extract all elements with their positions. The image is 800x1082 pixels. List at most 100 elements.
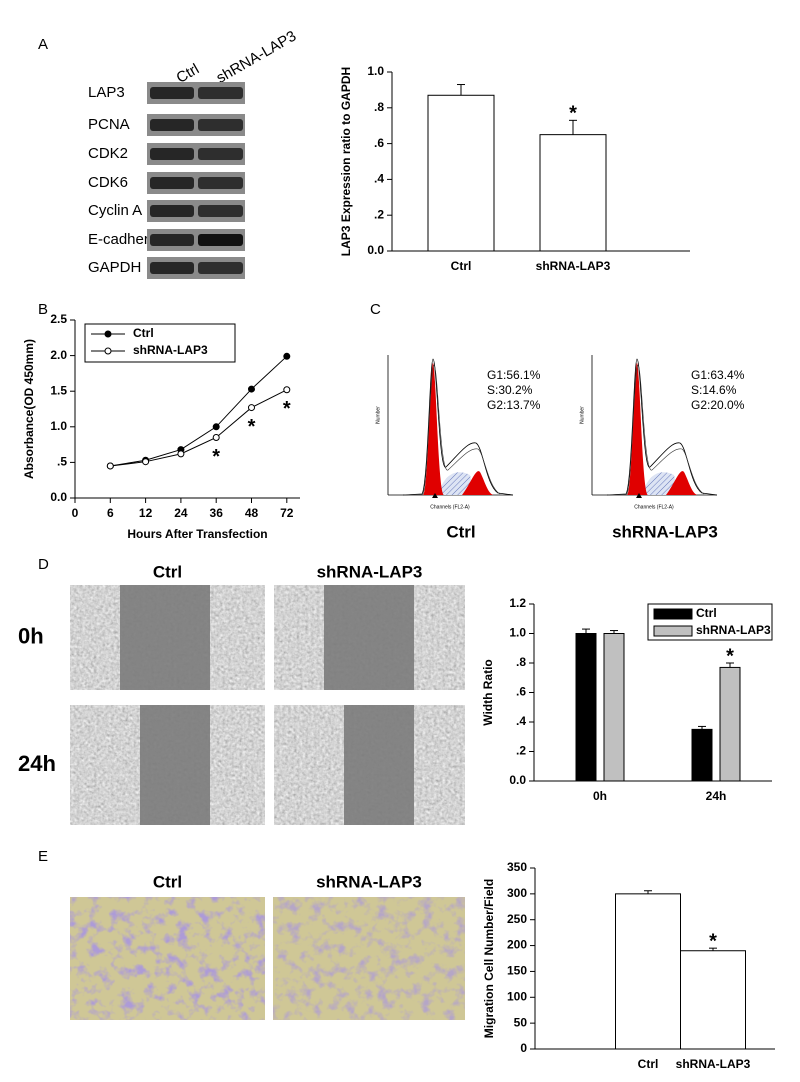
legend-swatch: [653, 608, 693, 620]
y-tick-label: .6: [374, 136, 384, 150]
error-bar: [698, 725, 706, 730]
scratch-gap: [140, 705, 210, 825]
protein-label: Cyclin A: [88, 202, 142, 219]
error-bar: [610, 630, 618, 634]
legend-label: shRNA-LAP3: [133, 343, 208, 357]
bar: [539, 134, 607, 252]
protein-label: E-cadherin: [88, 231, 161, 248]
blot-band: [198, 234, 243, 246]
series-marker: [248, 385, 255, 393]
x-tick-label: 48: [245, 506, 259, 520]
y-tick-label: .2: [516, 744, 526, 758]
bar: [615, 893, 681, 1050]
series-marker: [142, 458, 150, 466]
error-bar: [569, 119, 577, 135]
column-label: Ctrl: [153, 562, 182, 581]
x-tick-label: shRNA-LAP3: [676, 1057, 751, 1071]
blot-band: [198, 205, 243, 217]
legend-box: [84, 323, 236, 363]
flow-y-label: Number: [579, 406, 585, 424]
flow-stat: S:30.2%: [487, 383, 533, 397]
y-axis-label: Absorbance(OD 450mm): [22, 339, 36, 479]
protein-label: GAPDH: [88, 259, 141, 276]
blot-band: [198, 148, 243, 160]
bar: [603, 633, 625, 782]
bar: [719, 666, 741, 782]
x-tick-label: shRNA-LAP3: [536, 259, 611, 273]
series-marker: [177, 450, 185, 458]
x-tick-label: 24h: [706, 789, 727, 803]
panel-letter: A: [38, 36, 48, 53]
y-tick-label: .4: [374, 172, 384, 186]
error-bar: [644, 890, 652, 894]
y-tick-label: .8: [516, 655, 526, 669]
x-axis-label: Hours After Transfection: [127, 527, 267, 541]
legend-swatch: [653, 625, 693, 637]
protein-label: LAP3: [88, 84, 125, 101]
y-tick-label: 0.0: [509, 773, 526, 787]
y-tick-label: .5: [57, 455, 67, 469]
series-marker: [283, 386, 291, 394]
legend-label: Ctrl: [133, 326, 154, 340]
blot-band: [150, 205, 194, 217]
x-tick-label: Ctrl: [638, 1057, 659, 1071]
error-bar: [726, 662, 734, 668]
flow-stat: G2:13.7%: [487, 398, 541, 412]
flow-stat: S:14.6%: [691, 383, 737, 397]
x-tick-label: 0h: [593, 789, 607, 803]
y-tick-label: 1.0: [509, 626, 526, 640]
blot-band: [198, 177, 243, 189]
significance: *: [726, 645, 734, 667]
legend-label: shRNA-LAP3: [696, 623, 771, 637]
flow-x-label: Channels (FL2-A): [634, 504, 674, 510]
x-tick-label: Ctrl: [451, 259, 472, 273]
protein-label: PCNA: [88, 116, 130, 133]
series-marker: [212, 423, 220, 431]
legend-marker: [104, 330, 112, 338]
row-label: 24h: [18, 751, 56, 776]
y-tick-label: .8: [374, 100, 384, 114]
series-line: [110, 389, 288, 467]
y-tick-label: 1.2: [509, 596, 526, 610]
x-tick-label: 24: [174, 506, 188, 520]
flow-label: Ctrl: [446, 522, 475, 541]
flow-x-label: Channels (FL2-A): [430, 504, 470, 510]
legend-label: Ctrl: [696, 606, 717, 620]
y-tick-label: 0: [520, 1041, 527, 1055]
y-tick-label: 0.0: [50, 490, 67, 504]
column-label: shRNA-LAP3: [316, 872, 422, 891]
significance: *: [569, 103, 577, 125]
flow-label: shRNA-LAP3: [612, 522, 718, 541]
y-axis-label: Width Ratio: [481, 659, 495, 726]
error-bar: [709, 947, 717, 951]
blot-band: [198, 262, 243, 274]
series-line: [110, 355, 288, 467]
significance: *: [248, 416, 256, 438]
column-label: Ctrl: [153, 872, 182, 891]
significance: *: [212, 446, 220, 468]
blot-band: [150, 119, 194, 131]
panel-letter: C: [370, 301, 381, 318]
blot-band: [198, 119, 243, 131]
lane-label: shRNA-LAP3: [213, 28, 299, 87]
blot-band: [150, 262, 194, 274]
panel-letter: B: [38, 301, 48, 318]
column-label: shRNA-LAP3: [317, 562, 423, 581]
protein-label: CDK2: [88, 145, 128, 162]
series-marker: [248, 404, 255, 412]
y-tick-label: 50: [514, 1015, 528, 1029]
y-tick-label: 2.5: [50, 312, 67, 326]
y-tick-label: 350: [507, 860, 527, 874]
y-tick-label: 100: [507, 989, 527, 1003]
series-marker: [212, 433, 220, 441]
y-tick-label: .6: [516, 685, 526, 699]
protein-label: CDK6: [88, 174, 128, 191]
significance: *: [283, 398, 291, 420]
y-tick-label: 250: [507, 912, 527, 926]
x-tick-label: 0: [72, 506, 79, 520]
x-tick-label: 12: [139, 506, 153, 520]
blot-band: [150, 148, 194, 160]
y-tick-label: 2.0: [50, 348, 67, 362]
y-tick-label: 200: [507, 938, 527, 952]
